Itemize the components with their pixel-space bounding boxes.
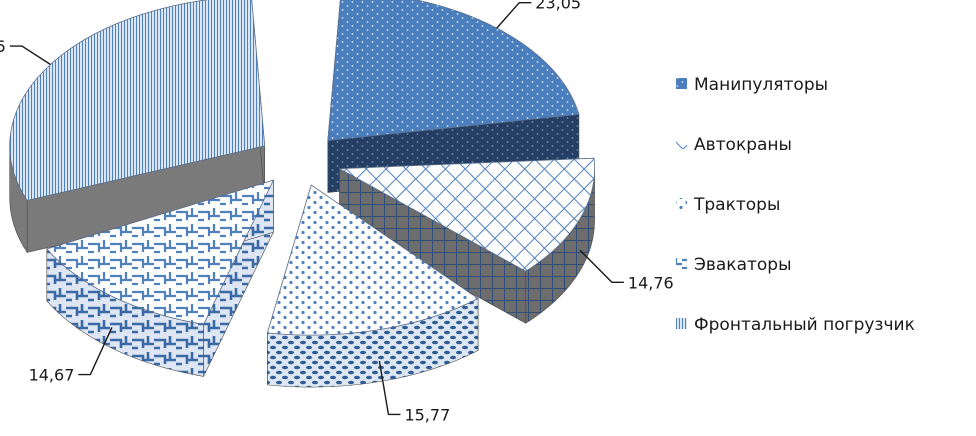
legend-swatch	[676, 318, 687, 329]
legend-label: Тракторы	[693, 195, 780, 215]
legend-item-tractors: Тракторы	[676, 195, 780, 215]
legend-label: Фронтальный погрузчик	[694, 315, 915, 335]
data-label-manipulators: 23,05	[535, 0, 581, 13]
pie-slice-tractors	[266, 184, 479, 388]
pie-slice-top	[9, 0, 266, 201]
data-label-autocranes: 14,76	[628, 273, 674, 292]
pie-slice-autocranes	[338, 157, 595, 324]
pie-slice-evacuators	[46, 179, 275, 377]
data-label-tractors: 15,77	[404, 405, 450, 424]
data-label-front-loader: 31,75	[0, 37, 6, 56]
pie-slice-top	[338, 157, 595, 272]
legend-item-front-loader: Фронтальный погрузчик	[676, 315, 915, 335]
legend-swatch	[676, 198, 687, 209]
pie-slice-front-loader	[9, 0, 266, 254]
pie-slices	[9, 0, 595, 388]
data-label-leader-line	[9, 45, 51, 66]
pie-slice-top	[327, 0, 580, 141]
legend-label: Автокраны	[694, 135, 792, 155]
legend-swatch	[676, 78, 687, 89]
pie-data-labels: 23,05 31,75 14,76 14,67 15,77	[0, 0, 674, 424]
legend-swatch	[676, 258, 687, 269]
legend: Манипуляторы Автокраны Тракторы Эвакаторы Фр…	[676, 75, 915, 335]
data-label-leader-line	[378, 360, 401, 416]
pie-slice-top	[266, 184, 479, 336]
data-label-leader-line	[496, 1, 532, 29]
data-label-leader-line	[579, 249, 624, 283]
legend-item-autocranes: Автокраны	[676, 135, 792, 155]
legend-item-manipulators: Манипуляторы	[676, 75, 828, 95]
data-label-evacuators: 14,67	[29, 366, 75, 385]
pie-slice-top	[46, 179, 275, 325]
data-label-leader-line	[78, 327, 113, 376]
legend-item-evacuators: Эвакаторы	[676, 255, 792, 275]
legend-label: Манипуляторы	[694, 75, 828, 95]
legend-label: Эвакаторы	[694, 255, 792, 275]
legend-swatch	[676, 138, 687, 149]
